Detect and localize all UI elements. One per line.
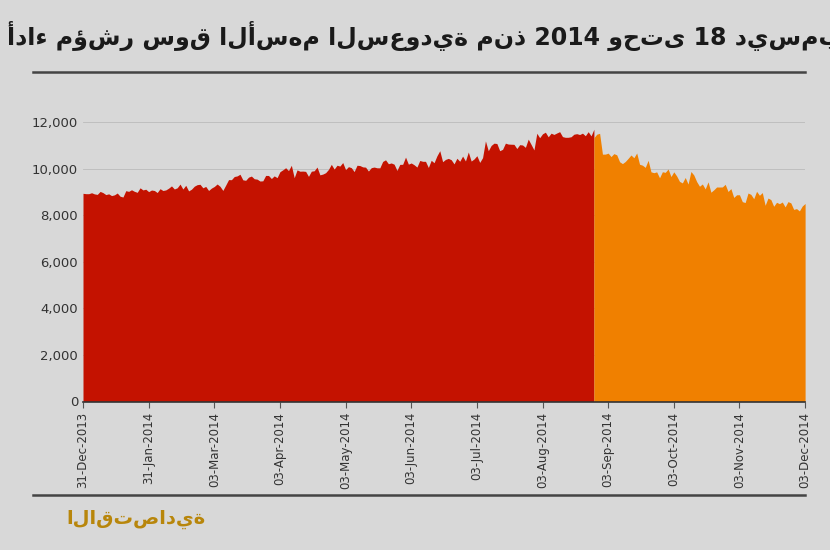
Text: الاقتصادية: الاقتصادية xyxy=(66,510,206,530)
Text: أداء مؤشر سوق الأسهم السعودية منذ 2014 وحتى 18 ديسمبر: أداء مؤشر سوق الأسهم السعودية منذ 2014 و… xyxy=(7,21,830,51)
